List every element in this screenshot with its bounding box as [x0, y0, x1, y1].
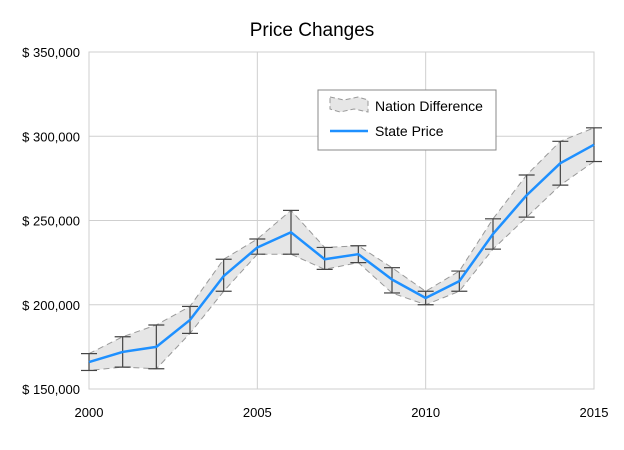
x-tick-label: 2015	[580, 405, 609, 420]
y-tick-label: $ 250,000	[22, 214, 80, 229]
band-upper-edge	[89, 128, 594, 354]
y-tick-label: $ 300,000	[22, 129, 80, 144]
y-axis-ticks: $ 150,000 $ 200,000 $ 250,000 $ 300,000 $ 35…	[22, 45, 80, 397]
legend-swatch-nation-difference	[330, 97, 368, 112]
y-tick-label: $ 150,000	[22, 382, 80, 397]
y-tick-label: $ 350,000	[22, 45, 80, 60]
band-fill	[89, 128, 594, 371]
x-tick-label: 2010	[411, 405, 440, 420]
legend: Nation Difference State Price	[318, 90, 496, 150]
nation-difference-band	[89, 128, 594, 371]
legend-label-nation-difference: Nation Difference	[375, 98, 483, 114]
x-tick-label: 2000	[75, 405, 104, 420]
legend-label-state-price: State Price	[375, 123, 444, 139]
x-axis-ticks: 2000 2005 2010 2015	[75, 405, 609, 420]
y-tick-label: $ 200,000	[22, 298, 80, 313]
x-tick-label: 2005	[243, 405, 272, 420]
chart-title: Price Changes	[250, 20, 375, 41]
